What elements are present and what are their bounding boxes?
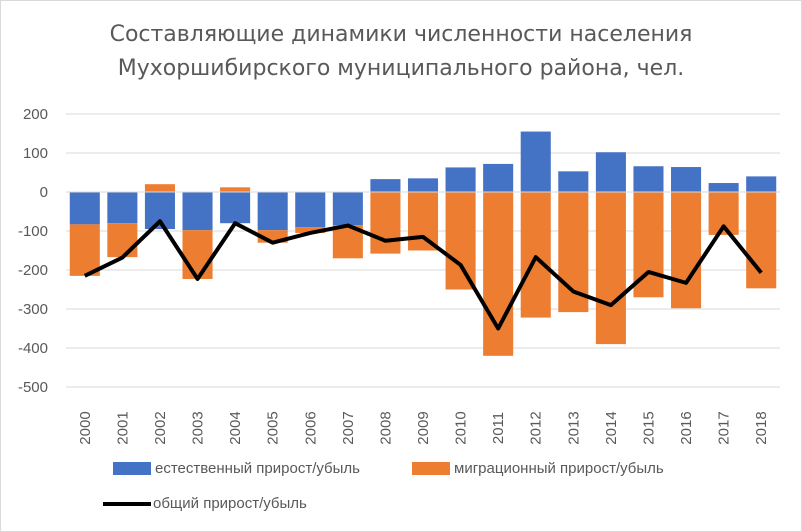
line-total <box>83 219 763 331</box>
bar-migration <box>370 192 401 254</box>
legend-item-total: общий прирост/убыль <box>103 495 307 512</box>
x-tick-label: 2003 <box>190 411 207 444</box>
bar-natural <box>483 163 514 192</box>
legend-swatch-total <box>103 501 151 506</box>
y-tick-label: -500 <box>18 379 48 396</box>
x-tick-label: 2009 <box>415 411 432 444</box>
legend-label-migration: миграционный прирост/убыль <box>454 460 664 477</box>
bar-natural <box>332 192 363 226</box>
x-tick-label: 2006 <box>302 411 319 444</box>
y-tick-label: 0 <box>40 184 48 201</box>
bar-migration <box>671 192 702 309</box>
y-tick-label: -200 <box>18 262 48 279</box>
chart-title: Составляющие динамики численности населе… <box>0 18 802 86</box>
bar-natural <box>257 192 288 231</box>
y-tick-label: -400 <box>18 340 48 357</box>
bar-natural <box>370 179 401 192</box>
bar-natural <box>595 152 626 192</box>
bar-natural <box>633 166 664 192</box>
bar-migration <box>595 192 626 345</box>
legend-label-total: общий прирост/убыль <box>153 495 307 512</box>
x-tick-label: 2016 <box>678 411 695 444</box>
x-tick-label: 2015 <box>640 411 657 444</box>
bar-migration <box>220 187 251 192</box>
x-tick-label: 2014 <box>603 411 620 444</box>
bar-natural <box>708 183 739 192</box>
bar-natural <box>445 167 476 192</box>
bar-natural <box>220 192 251 224</box>
bar-migration <box>182 230 213 279</box>
bar-natural <box>69 192 100 225</box>
x-tick-label: 2002 <box>152 411 169 444</box>
x-tick-label: 2005 <box>265 411 282 444</box>
bar-natural <box>671 167 702 192</box>
bar-natural <box>182 192 213 231</box>
x-tick-label: 2013 <box>565 411 582 444</box>
chart-title-line-1: Составляющие динамики численности населе… <box>109 22 693 47</box>
y-tick-label: -100 <box>18 223 48 240</box>
bar-natural <box>520 131 551 192</box>
bar-natural <box>295 192 326 228</box>
legend-item-migration: миграционный прирост/убыль <box>412 460 664 477</box>
x-tick-label: 2017 <box>716 411 733 444</box>
y-tick-label: 100 <box>23 145 48 162</box>
bar-migration <box>445 192 476 290</box>
bar-migration <box>407 192 439 251</box>
x-tick-label: 2011 <box>490 412 507 444</box>
legend-swatch-migration <box>412 462 450 475</box>
x-tick-label: 2008 <box>377 411 394 444</box>
bar-migration <box>295 227 326 233</box>
bar-natural <box>407 178 439 192</box>
legend-item-natural: естественный прирост/убыль <box>113 460 360 477</box>
y-tick-label: 200 <box>23 106 48 123</box>
x-tick-label: 2004 <box>227 411 244 444</box>
x-tick-label: 2001 <box>114 411 131 444</box>
legend-label-natural: естественный прирост/убыль <box>155 460 360 477</box>
x-tick-label: 2007 <box>340 411 357 444</box>
bar-natural <box>107 192 138 224</box>
x-tick-label: 2012 <box>528 411 545 444</box>
legend-swatch-natural <box>113 462 151 475</box>
bar-migration <box>107 223 138 258</box>
bar-natural <box>746 176 777 192</box>
bar-migration <box>144 184 175 192</box>
x-tick-label: 2018 <box>753 411 770 444</box>
bar-migration <box>69 224 100 276</box>
bar-migration <box>746 192 777 289</box>
x-tick-label: 2010 <box>453 411 470 444</box>
x-tick-label: 2000 <box>77 411 94 444</box>
bar-natural <box>558 171 589 192</box>
y-tick-label: -300 <box>18 301 48 318</box>
chart-title-line-2: Мухоршибирского муниципального района, ч… <box>117 56 685 81</box>
bar-migration <box>520 192 551 318</box>
bar-migration <box>483 192 514 356</box>
